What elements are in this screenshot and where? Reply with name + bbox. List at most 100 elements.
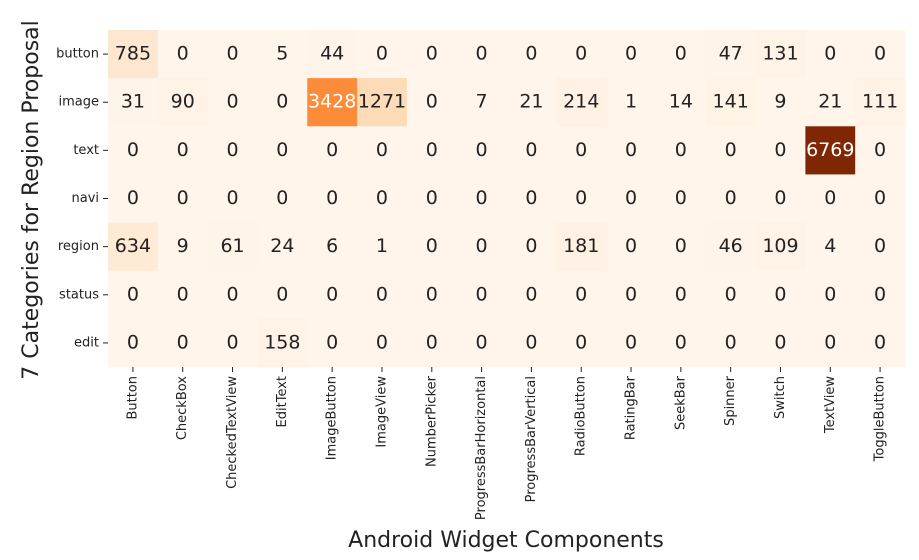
cell-label: 214 [563,91,599,113]
y-tick-label: edit [74,335,99,350]
cell-label: 0 [774,139,786,161]
cell-label: 0 [625,43,637,65]
heatmap-cell [406,30,458,79]
cell-label: 0 [625,331,637,353]
heatmap-cell [506,30,557,79]
heatmap-cell [855,78,906,127]
y-tick-label: button [56,47,99,62]
heatmap-cell [506,126,557,175]
cell-label: 634 [115,235,151,257]
heatmap-cell [307,270,358,320]
cell-label: 0 [127,139,139,161]
heatmap-cell [606,126,657,175]
cell-label: 0 [426,283,438,305]
heatmap-cell [157,174,209,224]
heatmap-cell [606,270,657,320]
heatmap-cell [805,222,856,272]
heatmap-cell [556,174,607,224]
cell-label: 0 [426,43,438,65]
heatmap-cell [705,174,757,224]
cell-label: 0 [127,331,139,353]
heatmap-cell [207,222,258,272]
cell-label: 1 [376,235,388,257]
heatmap-cell [755,222,806,272]
cell-label: 0 [326,187,338,209]
heatmap-cell [755,78,806,127]
x-tick-label: ProgressBarHorizontal [474,376,489,520]
heatmap-cell [456,174,507,224]
cell-label: 0 [226,283,238,305]
heatmap-cell [755,126,806,175]
heatmap-cell [755,318,806,368]
heatmap-cell [705,78,757,127]
heatmap-cell [855,174,906,224]
cell-label: 0 [376,43,388,65]
cell-label: 7 [476,91,488,113]
heatmap-cell [606,222,657,272]
heatmap-cell [257,318,308,368]
y-axis-label: 7 Categories for Region Proposal [19,20,44,380]
heatmap-cell [207,318,258,368]
cell-label: 131 [762,43,798,65]
heatmap-cell [257,126,308,175]
heatmap-cell [108,174,159,224]
cell-label: 0 [525,235,537,257]
cell-label: 6 [326,235,338,257]
cell-label: 0 [226,331,238,353]
cell-label: 0 [874,139,886,161]
cell-label: 0 [725,187,737,209]
cell-label: 1 [625,91,637,113]
cell-label: 0 [426,139,438,161]
cell-label: 0 [276,187,288,209]
heatmap-cell [307,78,358,127]
heatmap-cell [108,318,159,368]
heatmap-cell [855,126,906,175]
heatmap-cell [357,174,408,224]
cell-label: 0 [625,283,637,305]
cell-label: 1271 [358,91,406,113]
heatmap-cell [207,174,258,224]
heatmap-cell [406,174,458,224]
heatmap-cell [108,30,159,79]
heatmap-cell [655,270,707,320]
cell-label: 0 [276,139,288,161]
heatmap-cell [506,174,557,224]
cell-label: 0 [625,235,637,257]
heatmap-cell [705,30,757,79]
y-tick-label: text [73,143,99,158]
cell-label: 0 [376,283,388,305]
cell-label: 0 [525,43,537,65]
cell-label: 0 [575,283,587,305]
heatmap-cell [456,270,507,320]
heatmap-cell [655,30,707,79]
cell-label: 0 [226,43,238,65]
cell-label: 0 [874,43,886,65]
cell-label: 0 [326,331,338,353]
cell-label: 181 [563,235,599,257]
heatmap-cell [406,270,458,320]
heatmap-cell [456,78,507,127]
cell-label: 3428 [308,91,356,113]
heatmap-cell [357,270,408,320]
heatmap-cell [108,222,159,272]
cell-label: 0 [226,187,238,209]
heatmap-cell [207,270,258,320]
cell-label: 0 [276,283,288,305]
heatmap-cell [655,318,707,368]
heatmap-cell [456,126,507,175]
cell-label: 0 [476,283,488,305]
cell-label: 61 [220,235,244,257]
heatmap-cell [157,318,209,368]
cell-label: 0 [874,187,886,209]
heatmap-cell [655,174,707,224]
cell-label: 0 [675,283,687,305]
cell-label: 21 [818,91,842,113]
cell-label: 0 [426,187,438,209]
heatmap-cell [805,270,856,320]
cell-label: 0 [376,331,388,353]
cell-label: 0 [226,91,238,113]
cell-label: 0 [525,283,537,305]
heatmap-cell [207,126,258,175]
cell-label: 0 [824,283,836,305]
cell-label: 0 [476,43,488,65]
